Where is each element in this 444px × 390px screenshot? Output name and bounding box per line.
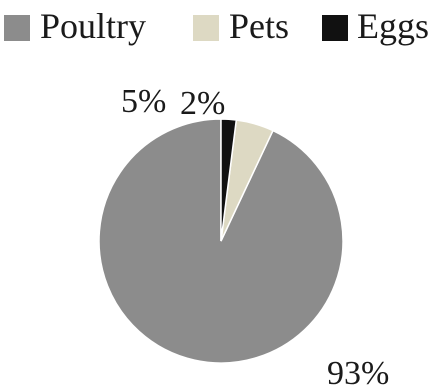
legend-item-pets: Pets (193, 6, 289, 46)
legend-label-pets: Pets (229, 6, 289, 46)
data-labels: 93% 5% 2% (121, 83, 389, 390)
legend-swatch-poultry (4, 15, 30, 41)
legend-item-eggs: Eggs (322, 6, 429, 46)
data-label-pets: 5% (121, 83, 166, 120)
legend-label-poultry: Poultry (40, 6, 146, 46)
legend-item-poultry: Poultry (4, 6, 146, 46)
legend-swatch-eggs (322, 15, 348, 41)
data-label-poultry: 93% (327, 355, 389, 390)
legend-swatch-pets (193, 15, 219, 41)
pie-slice-eggs (220, 118, 238, 242)
legend: Poultry Pets Eggs (4, 6, 429, 46)
pie-slices (98, 118, 344, 364)
data-label-eggs: 2% (180, 85, 225, 122)
legend-label-eggs: Eggs (357, 6, 429, 46)
